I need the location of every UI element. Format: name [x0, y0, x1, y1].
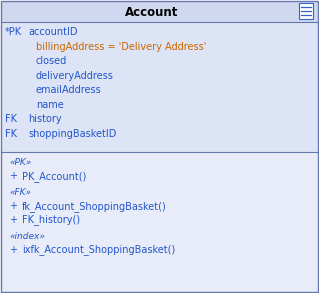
- Text: deliveryAddress: deliveryAddress: [36, 71, 114, 81]
- Text: history: history: [28, 114, 62, 124]
- Text: +: +: [9, 215, 17, 225]
- Bar: [299, 3, 313, 19]
- Text: name: name: [36, 100, 64, 110]
- Bar: [1, 152, 318, 292]
- Text: FK: FK: [5, 114, 17, 124]
- Text: *PK: *PK: [5, 27, 22, 37]
- Bar: [1, 23, 318, 152]
- Text: «FK»: «FK»: [9, 188, 31, 197]
- Text: ixfk_Account_ShoppingBasket(): ixfk_Account_ShoppingBasket(): [22, 244, 175, 255]
- Text: emailAddress: emailAddress: [36, 85, 102, 95]
- Text: fk_Account_ShoppingBasket(): fk_Account_ShoppingBasket(): [22, 201, 167, 212]
- Text: +: +: [9, 171, 17, 181]
- Text: FK_history(): FK_history(): [22, 214, 80, 225]
- Text: +: +: [9, 201, 17, 211]
- Text: «index»: «index»: [9, 232, 45, 241]
- Bar: [1, 1, 318, 23]
- Text: shoppingBasketID: shoppingBasketID: [28, 129, 116, 139]
- Text: +: +: [9, 245, 17, 255]
- Text: billingAddress = 'Delivery Address': billingAddress = 'Delivery Address': [36, 42, 206, 52]
- Text: Account: Account: [125, 6, 178, 18]
- Text: closed: closed: [36, 56, 67, 66]
- Text: PK_Account(): PK_Account(): [22, 171, 86, 182]
- Text: «PK»: «PK»: [9, 158, 31, 167]
- Text: accountID: accountID: [28, 27, 78, 37]
- Text: FK: FK: [5, 129, 17, 139]
